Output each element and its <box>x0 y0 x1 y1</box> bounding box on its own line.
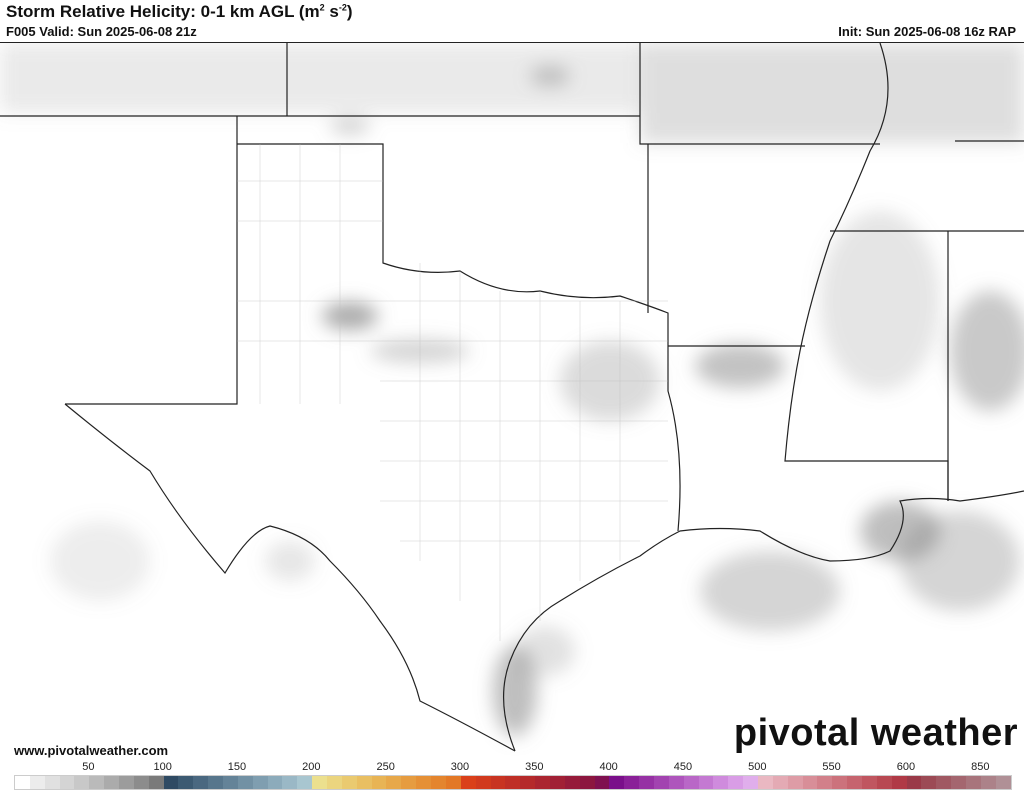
colorbar-cell <box>995 776 1011 789</box>
colorbar-cell <box>847 776 862 789</box>
colorbar-cell <box>891 776 907 789</box>
colorbar-cell <box>356 776 372 789</box>
helicity-shading <box>0 43 1024 736</box>
colorbar-cell <box>713 776 729 789</box>
colorbar-tick-label: 850 <box>971 761 990 773</box>
colorbar-cell <box>802 776 818 789</box>
colorbar-cell <box>564 776 580 789</box>
colorbar-tick-label: 300 <box>450 761 470 773</box>
website-url[interactable]: www.pivotalweather.com <box>14 743 169 758</box>
colorbar-tick-label: 150 <box>227 761 247 773</box>
map-canvas <box>0 42 1024 752</box>
colorbar-cell <box>772 776 788 789</box>
colorbar-cell <box>951 776 966 789</box>
colorbar-cell <box>431 776 446 789</box>
state-borders <box>0 42 1024 752</box>
colorbar-cell <box>237 776 253 789</box>
colorbar-cell <box>475 776 491 789</box>
colorbar-cell <box>193 776 209 789</box>
colorbar-tick-label: 100 <box>153 761 172 773</box>
colorbar-cell <box>921 776 937 789</box>
colorbar-cell <box>341 776 357 789</box>
colorbar-cell <box>876 776 892 789</box>
colorbar-cell <box>401 776 417 789</box>
colorbar-cell <box>698 776 714 789</box>
colorbar-cell <box>520 776 536 789</box>
colorbar-cell <box>386 776 402 789</box>
map-title: Storm Relative Helicity: 0-1 km AGL (m2 … <box>6 2 353 21</box>
colorbar-cell <box>74 776 90 789</box>
colorbar-tick-label: 50 <box>82 761 95 773</box>
colorbar-cell <box>787 776 803 789</box>
colorbar-cell <box>312 776 328 789</box>
colorbar <box>14 775 1012 790</box>
colorbar-cell <box>668 776 684 789</box>
colorbar-tick-label: 500 <box>748 761 767 773</box>
colorbar-cell <box>89 776 105 789</box>
colorbar-tick-label: 550 <box>822 761 841 773</box>
colorbar-cell <box>817 776 833 789</box>
colorbar-cell <box>861 776 877 789</box>
colorbar-cell <box>267 776 283 789</box>
colorbar-cell <box>297 776 313 789</box>
colorbar-cell <box>728 776 744 789</box>
colorbar-cell <box>609 776 625 789</box>
init-time: Init: Sun 2025-06-08 16z RAP <box>838 24 1016 39</box>
colorbar-tick-label: 250 <box>376 761 395 773</box>
colorbar-cell <box>624 776 640 789</box>
colorbar-cell <box>104 776 120 789</box>
colorbar-cell <box>44 776 60 789</box>
colorbar-cell <box>594 776 610 789</box>
colorbar-cell <box>163 776 179 789</box>
colorbar-cell <box>445 776 461 789</box>
colorbar-cell <box>460 776 476 789</box>
pivotal-weather-logo: pivotal weather <box>733 712 1018 754</box>
colorbar-cell <box>223 776 238 789</box>
colorbar-cell <box>119 776 134 789</box>
colorbar-cell <box>683 776 699 789</box>
colorbar-tick-label: 200 <box>302 761 321 773</box>
colorbar-cell <box>743 776 758 789</box>
colorbar-cell <box>549 776 565 789</box>
colorbar-cell <box>282 776 298 789</box>
helicity-map[interactable] <box>0 42 1024 761</box>
colorbar-cell <box>653 776 669 789</box>
colorbar-cell <box>133 776 149 789</box>
colorbar-cell <box>416 776 432 789</box>
colorbar-cell <box>371 776 387 789</box>
colorbar-tick-label: 400 <box>599 761 618 773</box>
colorbar-cell <box>15 776 30 789</box>
valid-time: F005 Valid: Sun 2025-06-08 21z <box>6 24 197 39</box>
colorbar-cell <box>906 776 922 789</box>
colorbar-cell <box>148 776 164 789</box>
colorbar-cell <box>490 776 506 789</box>
colorbar-tick-label: 600 <box>896 761 916 773</box>
colorbar-cell <box>579 776 595 789</box>
colorbar-cell <box>639 776 654 789</box>
colorbar-cell <box>535 776 550 789</box>
colorbar-cell <box>327 776 342 789</box>
colorbar-cell <box>178 776 194 789</box>
colorbar-cell <box>29 776 45 789</box>
colorbar-tick-label: 450 <box>673 761 693 773</box>
colorbar-cell <box>252 776 268 789</box>
colorbar-cell <box>980 776 996 789</box>
colorbar-cell <box>936 776 952 789</box>
colorbar-cell <box>757 776 773 789</box>
colorbar-tick-label: 350 <box>525 761 544 773</box>
colorbar-cell <box>966 776 981 789</box>
county-grid <box>237 144 668 641</box>
colorbar-cell <box>208 776 224 789</box>
colorbar-cell <box>832 776 848 789</box>
colorbar-ticks: 50 100 150 200 250 300 350 400 450 500 550 600 850 <box>14 761 1010 775</box>
colorbar-cell <box>59 776 75 789</box>
colorbar-cell <box>505 776 521 789</box>
